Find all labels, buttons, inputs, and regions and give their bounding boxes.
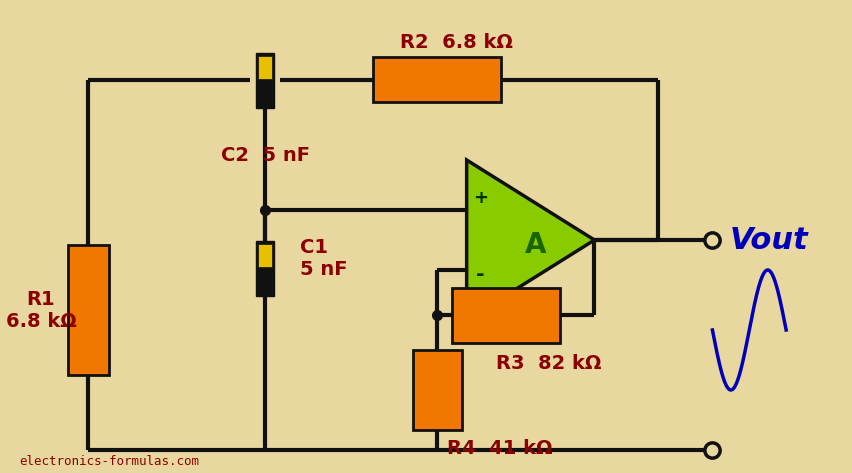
Text: C1
5 nF: C1 5 nF <box>299 237 347 279</box>
Text: Vout: Vout <box>729 226 808 254</box>
Text: -: - <box>475 265 484 285</box>
Text: R1
6.8 kΩ: R1 6.8 kΩ <box>6 289 77 331</box>
Bar <box>452 288 560 342</box>
Text: electronics-formulas.com: electronics-formulas.com <box>20 455 199 468</box>
Bar <box>258 56 272 79</box>
Bar <box>373 58 500 103</box>
Text: A: A <box>524 231 545 259</box>
Text: R3  82 kΩ: R3 82 kΩ <box>496 353 601 373</box>
Polygon shape <box>466 160 594 320</box>
Text: R4  41 kΩ: R4 41 kΩ <box>446 438 552 457</box>
Bar <box>258 244 272 267</box>
Text: C2  5 nF: C2 5 nF <box>221 146 309 165</box>
Bar <box>67 245 109 375</box>
Text: R2  6.8 kΩ: R2 6.8 kΩ <box>400 33 513 52</box>
Bar <box>412 350 461 430</box>
Bar <box>256 53 273 108</box>
Bar <box>256 241 273 296</box>
Text: +: + <box>472 189 487 207</box>
